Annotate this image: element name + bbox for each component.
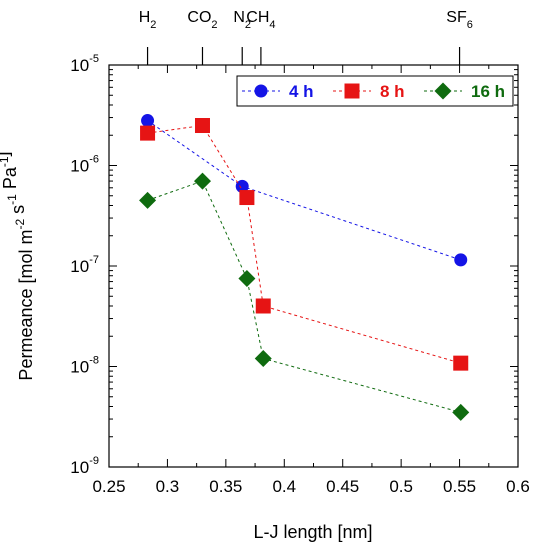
x-axis-ticks: 0.25 0.3 0.35 0.4 0.45 0.5 0.55 0.6 [92,459,530,496]
x-tick-label: 0.3 [156,477,180,496]
data-point [344,83,360,99]
series-layer [139,114,470,421]
x-tick-label: 0.35 [209,477,242,496]
gas-label: CH4 [246,9,275,31]
gas-label: H2 [139,9,157,31]
series-8h [140,118,469,371]
series-line [147,120,461,261]
data-point [255,298,271,314]
plot-frame [108,64,519,468]
data-point [454,253,468,267]
legend-label: 16 h [471,82,505,101]
y-axis-ticks: 10-9 10-8 10-7 10-6 10-5 [70,53,518,477]
data-point [239,190,255,206]
data-point [140,125,156,141]
data-point [193,172,211,190]
x-tick-label: 0.5 [389,477,413,496]
data-point [194,118,210,134]
data-point [141,114,155,128]
y-axis-label: Permeance [mol m-2 s-1 Pa-1] [0,151,36,380]
x-tick-label: 0.55 [443,477,476,496]
data-point [434,82,452,100]
x-axis-label: L-J length [nm] [253,522,372,542]
x-tick-label: 0.45 [326,477,359,496]
gas-label: CO2 [187,9,217,31]
y-tick-label: 10-6 [70,154,99,176]
gas-label: SF6 [446,9,473,31]
series-16h [139,172,470,421]
legend-box [236,75,514,107]
legend-label: 8 h [380,82,405,101]
data-point [254,350,272,368]
series-line [147,180,461,413]
x-tick-label: 0.6 [506,477,530,496]
y-tick-label: 10-9 [70,455,99,477]
x-tick-label: 0.4 [272,477,296,496]
y-tick-label: 10-8 [70,355,99,377]
legend-label: 4 h [289,82,314,101]
data-point [238,270,256,288]
top-axis-ticks [108,47,519,73]
gas-label: N2 [233,9,251,31]
series-4h [141,114,468,267]
data-point [139,191,157,209]
data-point [235,179,249,193]
legend: 4 h 8 h 16 h [236,75,514,107]
data-point [254,84,268,98]
data-point [453,355,469,371]
data-point [452,403,470,421]
y-tick-label: 10-7 [70,254,99,276]
y-tick-label: 10-5 [70,53,99,75]
x-tick-label: 0.25 [92,477,125,496]
